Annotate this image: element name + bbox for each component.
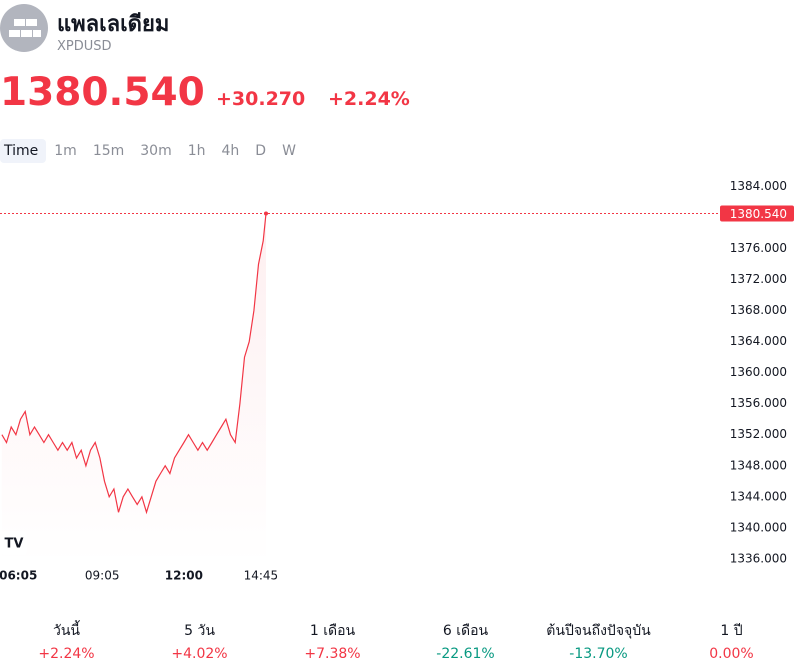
performance-label: 1 ปี [720, 623, 743, 639]
y-tick-label: 1344.000 [730, 489, 787, 503]
y-tick-label: 1336.000 [730, 551, 787, 565]
change-percent: +2.24% [328, 88, 410, 110]
performance-label: ต้นปีจนถึงปัจจุบัน [546, 623, 651, 639]
y-tick-label: 1368.000 [730, 303, 787, 317]
symbol-icon [0, 4, 48, 52]
performance-item: 1 ปี 0.00% [665, 620, 798, 662]
performance-value: +7.38% [304, 646, 361, 662]
chart: 1336.000 1340.000 1344.000 1348.000 1352.000… [0, 179, 794, 583]
performance-value: +4.02% [171, 646, 228, 662]
y-tick-label: 1360.000 [730, 365, 787, 379]
performance-value: +2.24% [38, 646, 95, 662]
performance-label: 1 เดือน [309, 623, 356, 639]
x-tick-label: 06:05 [0, 569, 37, 583]
performance-value: -22.61% [436, 646, 495, 662]
y-tick-label: 1340.000 [730, 520, 787, 534]
interval-tab[interactable]: 1m [54, 143, 77, 159]
interval-tab[interactable]: D [255, 143, 267, 159]
interval-bar: Time 1m 15m 30m 1h 4h D W [0, 139, 304, 163]
x-tick-label: 14:45 [244, 569, 279, 583]
y-tick-label: 1376.000 [730, 241, 787, 255]
interval-tab[interactable]: 4h [221, 143, 240, 159]
symbol: XPDUSD [57, 39, 112, 54]
performance-label: วันนี้ [52, 623, 80, 639]
instrument-title: แพลเลเดียม [57, 12, 170, 37]
last-price-label: 1380.540 [730, 207, 787, 221]
interval-tab[interactable]: Time [0, 139, 47, 163]
performance-value: -13.70% [569, 646, 628, 662]
y-tick-label: 1352.000 [730, 427, 787, 441]
last-point [264, 211, 268, 216]
performance-value: 0.00% [709, 646, 754, 662]
y-tick-label: 1364.000 [730, 334, 787, 348]
y-tick-label: 1384.000 [730, 179, 787, 193]
performance-item: วันนี้ +2.24% [0, 620, 133, 662]
performance-item: ต้นปีจนถึงปัจจุบัน -13.70% [532, 620, 665, 662]
change: +30.270 [216, 88, 306, 110]
performance-label: 6 เดือน [442, 623, 489, 639]
last-price-tag [720, 205, 794, 222]
price: 1380.540 [0, 70, 205, 115]
svg-text:TV: TV [5, 537, 24, 552]
performance-item: 6 เดือน -22.61% [399, 620, 532, 662]
interval-tab[interactable]: 30m [140, 143, 172, 159]
interval-tab[interactable]: 15m [92, 143, 125, 159]
y-tick-label: 1372.000 [730, 272, 787, 286]
performance-row: วันนี้ +2.24% 5 วัน +4.02% 1 เดือน +7.38% 6 เด… [0, 620, 800, 662]
performance-item: 5 วัน +4.02% [133, 620, 266, 662]
interval-tab[interactable]: W [282, 143, 296, 159]
tv-logo[interactable]: TV [1, 531, 27, 555]
y-tick-label: 1348.000 [730, 458, 787, 472]
line [1, 213, 267, 515]
y-tick-label: 1356.000 [730, 396, 787, 410]
x-tick-label: 12:00 [165, 569, 203, 583]
area [1, 213, 266, 565]
x-tick-label: 09:05 [85, 569, 120, 583]
performance-label: 5 วัน [184, 623, 215, 639]
performance-item: 1 เดือน +7.38% [266, 620, 399, 662]
interval-tab[interactable]: 1h [187, 143, 206, 159]
